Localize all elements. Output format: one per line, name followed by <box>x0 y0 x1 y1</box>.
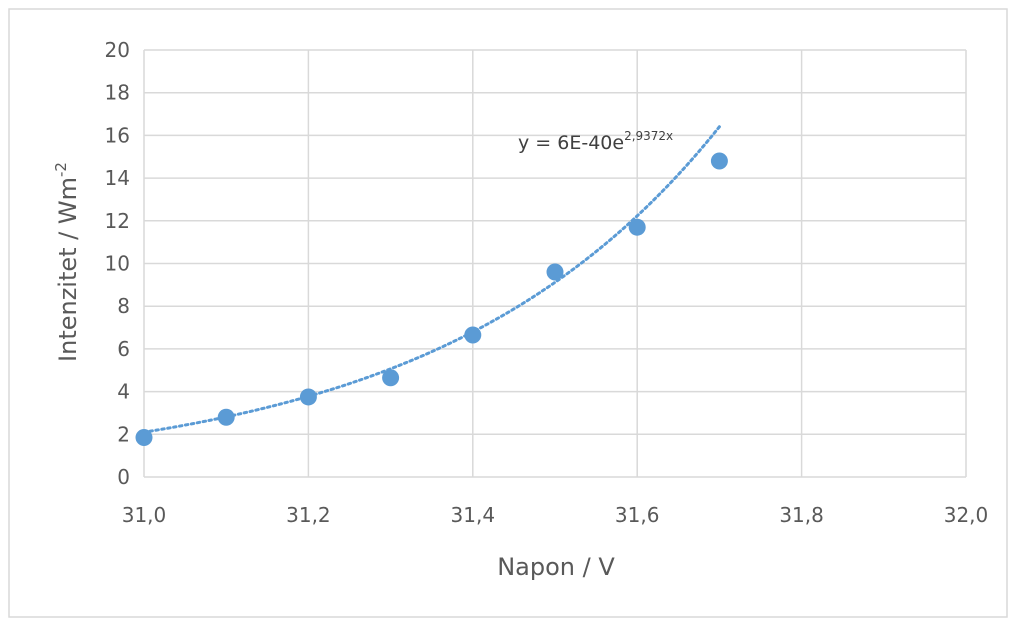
trendline-equation-base: y = 6E-40e <box>518 132 624 154</box>
y-tick-label: 0 <box>117 465 130 489</box>
y-tick-label: 20 <box>105 38 130 62</box>
y-tick-labels: 0 2 4 6 8 10 12 14 16 18 20 <box>105 38 130 489</box>
x-tick-label: 31,4 <box>451 503 496 527</box>
x-tick-label: 31,0 <box>122 503 167 527</box>
y-tick-label: 18 <box>105 81 130 105</box>
data-point <box>382 369 400 387</box>
y-axis-label: Intenzitet / Wm-2 <box>52 162 82 362</box>
y-tick-label: 14 <box>105 166 130 190</box>
y-tick-label: 2 <box>117 422 130 446</box>
data-point <box>464 326 482 344</box>
y-tick-label: 4 <box>117 380 130 404</box>
trendline <box>142 125 721 434</box>
x-tick-labels: 31,0 31,2 31,4 31,6 31,8 32,0 <box>122 503 989 527</box>
data-points <box>135 152 728 447</box>
data-point <box>710 152 728 170</box>
x-tick-label: 31,2 <box>286 503 331 527</box>
y-tick-label: 6 <box>117 337 130 361</box>
y-axis-label-superscript: -2 <box>52 162 70 177</box>
x-axis-label: Napon / V <box>497 553 615 581</box>
y-tick-label: 10 <box>105 252 130 276</box>
trendline-equation-exponent: 2,9372x <box>624 129 673 143</box>
y-tick-label: 16 <box>105 123 130 147</box>
x-tick-label: 32,0 <box>944 503 989 527</box>
data-point <box>546 263 564 281</box>
y-tick-label: 8 <box>117 294 130 318</box>
data-point <box>135 429 153 447</box>
gridlines <box>143 49 967 478</box>
x-tick-label: 31,6 <box>615 503 660 527</box>
data-point <box>628 218 646 236</box>
y-axis-label-main: Intenzitet / Wm <box>54 177 82 362</box>
trendline-equation: y = 6E-40e2,9372x <box>518 129 673 154</box>
x-tick-label: 31,8 <box>779 503 824 527</box>
y-tick-label: 12 <box>105 209 130 233</box>
data-point <box>217 408 235 426</box>
data-point <box>299 388 317 406</box>
